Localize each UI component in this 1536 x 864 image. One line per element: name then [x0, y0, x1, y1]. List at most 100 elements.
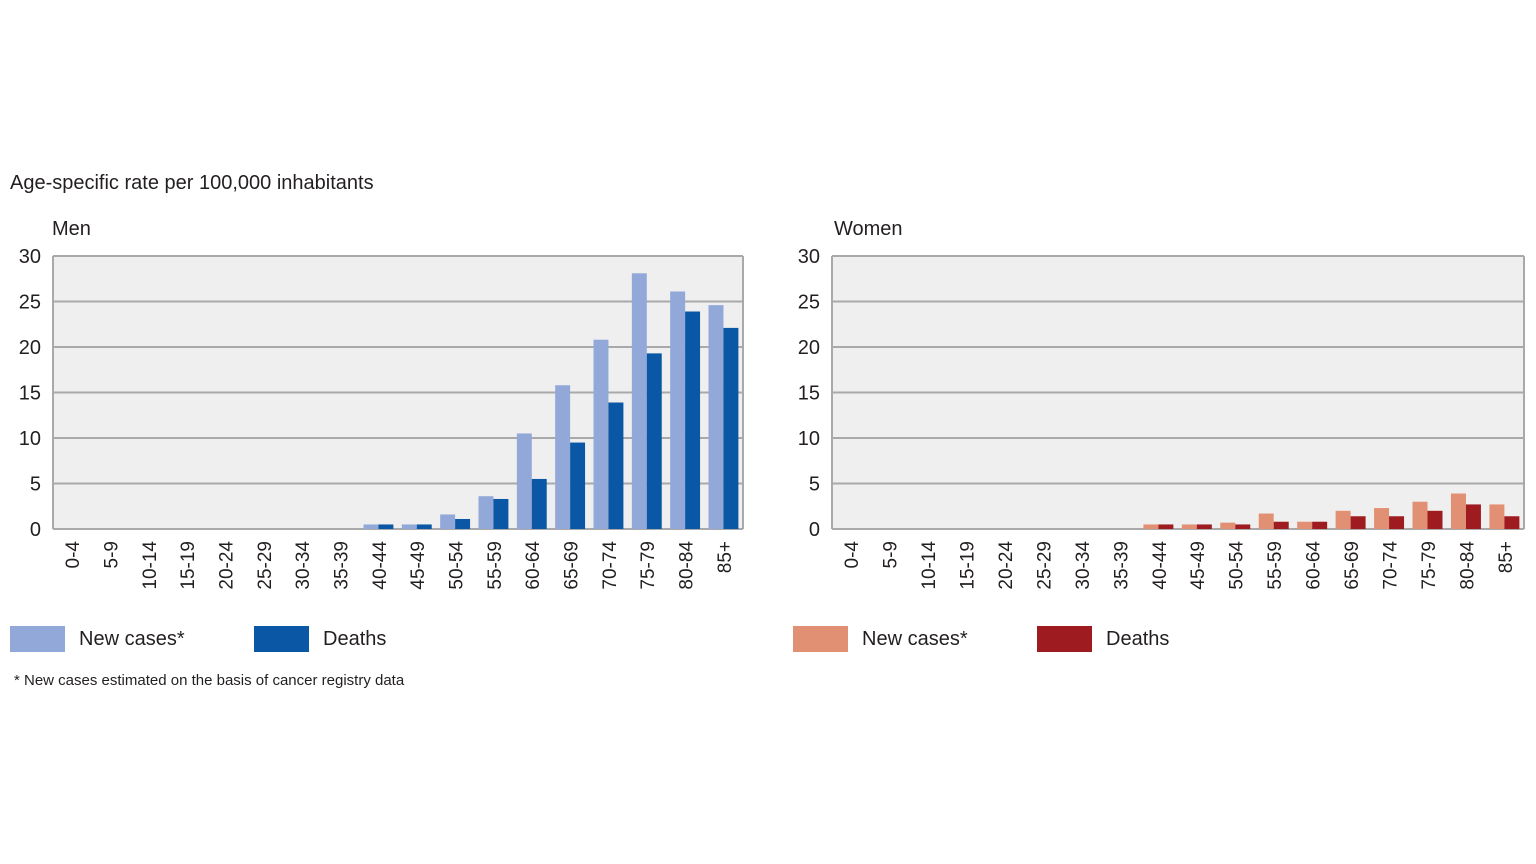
footnote: * New cases estimated on the basis of ca… [14, 672, 405, 689]
men-bar-new-cases [440, 514, 456, 529]
women-y-tick-label: 15 [798, 383, 820, 405]
women-x-tick-label: 50-54 [1227, 541, 1248, 590]
men-panel-label: Men [52, 218, 91, 240]
women-legend-deaths: Deaths [1037, 624, 1169, 654]
women-x-tick-label: 80-84 [1457, 541, 1478, 590]
women-bar-deaths [1504, 516, 1520, 529]
women-y-tick-label: 25 [798, 292, 820, 314]
women-bar-deaths [1350, 516, 1366, 529]
women-y-tick-label: 20 [798, 337, 820, 359]
men-chart: Men 0 5 10 15 20 25 30 0-4 5-9 10-14 15-19 20-24 25-2… [19, 218, 744, 590]
men-x-tick-label: 30-34 [293, 541, 314, 590]
men-x-tick-label: 10-14 [140, 541, 161, 590]
men-legend-new-cases-label: New cases* [79, 627, 185, 650]
men-bar-new-cases [363, 524, 379, 529]
men-x-tick-label: 65-69 [562, 541, 583, 590]
women-bar-new-cases [1181, 524, 1197, 529]
men-x-tick-label: 40-44 [370, 541, 391, 590]
women-x-tick-label: 55-59 [1265, 541, 1286, 590]
women-bar-deaths [1273, 521, 1289, 529]
women-bar-deaths [1389, 516, 1405, 529]
men-bar-deaths [493, 498, 509, 529]
women-y-tick-label: 10 [798, 428, 820, 450]
women-x-tick-label: 10-14 [919, 541, 940, 590]
men-legend-deaths: Deaths [254, 624, 386, 654]
women-x-tick-label: 40-44 [1150, 541, 1171, 590]
women-y-tick-label: 30 [798, 246, 820, 268]
men-x-tick-label: 75-79 [638, 541, 659, 590]
men-bar-deaths [531, 478, 547, 529]
men-bar-new-cases [555, 385, 571, 529]
women-panel-label: Women [834, 218, 903, 240]
women-bar-deaths [1158, 524, 1174, 529]
women-bar-deaths [1312, 521, 1328, 529]
women-x-tick-label: 65-69 [1342, 541, 1363, 590]
men-y-tick-label: 15 [19, 383, 41, 405]
women-legend: New cases* Deaths [793, 624, 1213, 654]
women-legend-deaths-swatch [1037, 626, 1092, 652]
men-bar-deaths [378, 524, 394, 529]
women-bar-new-cases [1297, 521, 1313, 529]
men-bar-deaths [646, 353, 662, 529]
women-x-tick-label: 60-64 [1304, 541, 1325, 590]
men-legend-deaths-label: Deaths [323, 627, 387, 650]
women-chart: Women 0 5 10 15 20 25 30 0-4 5-9 10-14 15-19 20-24 25… [798, 218, 1525, 590]
men-x-tick-label: 5-9 [102, 541, 123, 568]
men-bar-deaths [608, 402, 624, 529]
women-bar-new-cases [1335, 510, 1351, 529]
women-bar-new-cases [1258, 513, 1274, 529]
chart-title: Age-specific rate per 100,000 inhabitant… [10, 172, 374, 194]
men-y-tick-label: 20 [19, 337, 41, 359]
women-bar-new-cases [1450, 493, 1466, 529]
women-x-tick-label: 85+ [1496, 541, 1517, 573]
men-bar-new-cases [670, 291, 686, 529]
men-x-tick-label: 0-4 [63, 541, 84, 569]
women-legend-deaths-label: Deaths [1106, 627, 1170, 650]
men-bar-new-cases [593, 339, 609, 529]
men-bar-deaths [455, 518, 471, 529]
women-x-tick-label: 20-24 [996, 541, 1017, 590]
men-legend-new-cases-swatch [10, 626, 65, 652]
men-legend-new-cases: New cases* [10, 624, 185, 654]
men-x-tick-label: 85+ [715, 541, 736, 573]
women-legend-new-cases-swatch [793, 626, 848, 652]
men-y-tick-label: 25 [19, 292, 41, 314]
women-y-tick-label: 5 [809, 474, 820, 496]
men-bar-deaths [685, 311, 701, 529]
women-y-tick-label: 0 [809, 519, 820, 541]
women-legend-new-cases-label: New cases* [862, 627, 968, 650]
women-x-tick-label: 25-29 [1034, 541, 1055, 590]
women-bar-new-cases [1220, 522, 1236, 529]
men-bar-new-cases [401, 524, 417, 529]
women-bar-deaths [1465, 504, 1481, 529]
men-bar-deaths [416, 524, 432, 529]
women-bar-deaths [1427, 510, 1443, 529]
men-bar-new-cases [478, 496, 494, 529]
men-bar-deaths [723, 327, 739, 529]
men-bar-deaths [570, 442, 586, 529]
women-x-tick-label: 75-79 [1419, 541, 1440, 590]
women-bar-deaths [1235, 524, 1251, 529]
men-x-tick-label: 80-84 [677, 541, 698, 590]
men-x-tick-label: 50-54 [447, 541, 468, 590]
women-x-tick-label: 30-34 [1073, 541, 1094, 590]
men-x-tick-label: 20-24 [217, 541, 238, 590]
men-y-tick-label: 10 [19, 428, 41, 450]
men-bar-new-cases [708, 305, 724, 529]
men-x-tick-label: 55-59 [485, 541, 506, 590]
men-x-tick-label: 15-19 [178, 541, 199, 590]
men-x-tick-label: 45-49 [408, 541, 429, 590]
women-bar-deaths [1196, 524, 1212, 529]
men-bar-new-cases [516, 433, 532, 529]
men-x-tick-label: 35-39 [332, 541, 353, 590]
men-legend-deaths-swatch [254, 626, 309, 652]
men-x-tick-label: 60-64 [523, 541, 544, 590]
women-x-tick-label: 45-49 [1188, 541, 1209, 590]
men-x-tick-label: 70-74 [600, 541, 621, 590]
women-x-tick-label: 70-74 [1380, 541, 1401, 590]
women-bar-new-cases [1489, 504, 1505, 529]
men-y-tick-label: 5 [30, 474, 41, 496]
men-legend: New cases* Deaths [10, 624, 430, 654]
men-bar-new-cases [631, 273, 647, 529]
women-x-tick-label: 35-39 [1111, 541, 1132, 590]
